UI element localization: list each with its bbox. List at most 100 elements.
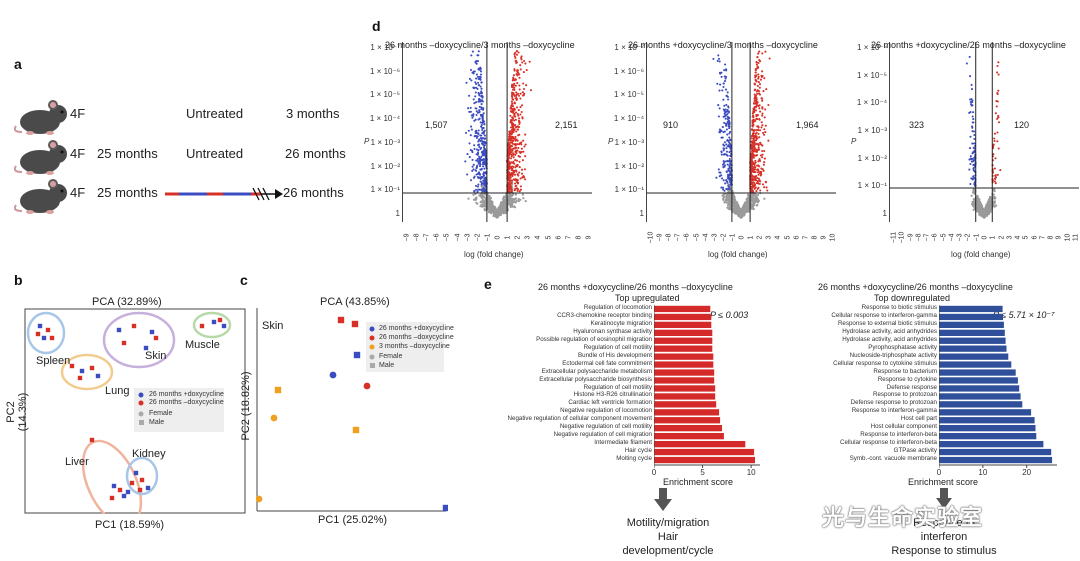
enrichment-term-label: Keratinocyte migration (590, 319, 652, 327)
e-down-title: 26 months +doxycycline/26 months –doxycy… (818, 282, 1013, 292)
enrichment-x-tick: 20 (1022, 468, 1032, 477)
enrichment-term-label: Hydrolase activity, acid anhydrides (842, 327, 937, 335)
enrichment-bar-chart (654, 305, 760, 468)
enrichment-term-label: Regulation of cell motility (583, 383, 652, 391)
volcano-x-tick: 9 (820, 235, 828, 240)
pca-point (256, 495, 263, 503)
volcano-y-tick: 1 × 10⁻¹ (370, 185, 400, 195)
pca-point (95, 373, 101, 379)
enrichment-bar (654, 385, 716, 392)
enrichment-bar (654, 409, 720, 416)
volcano-y-tick: 1 × 10⁻¹ (857, 181, 887, 191)
e-down-subtitle: Top downregulated (874, 293, 951, 303)
volcano-x-tick: 3 (524, 235, 532, 240)
enrichment-bar-chart (939, 305, 1057, 468)
volcano-x-tick: 0 (738, 235, 746, 240)
enrichment-bar (939, 448, 1052, 456)
volcano-x-tick: −5 (443, 233, 451, 242)
enrichment-term-label: Cellular response to interferon-gamma (831, 311, 937, 319)
enrichment-term-label: Negative regulation of cell migration (553, 431, 652, 439)
volcano-y-tick: 1 × 10⁻² (370, 161, 400, 171)
enrichment-bar (939, 441, 1044, 448)
b-legend-dox-minus: 26 months –doxycycline (149, 399, 224, 406)
volcano-x-tick: −9 (656, 233, 664, 242)
label-muscle: Muscle (185, 339, 220, 351)
pca-point (133, 470, 139, 476)
volcano-x-tick: 0 (981, 235, 989, 240)
volcano-x-tick: −2 (964, 233, 972, 242)
enrichment-bar (939, 385, 1020, 392)
panel-b-xlabel: PC1 (18.59%) (95, 519, 165, 531)
enrichment-bar (939, 433, 1037, 440)
volcano-y-tick: 1 (882, 209, 887, 218)
volcano-title: 26 months –doxycycline/3 months –doxycyc… (385, 40, 575, 50)
volcano-up-count: 120 (1014, 120, 1030, 130)
volcano-x-tick: 10 (829, 233, 837, 242)
volcano-y-tick: 1 × 10⁻² (857, 153, 887, 163)
e-up-xlabel: Enrichment score (663, 477, 734, 487)
pca-point (116, 327, 122, 333)
enrichment-term-label: Regulation of cell motility (583, 343, 652, 351)
enrichment-term-label: Symb.-cont. vacuole membrane (849, 455, 937, 463)
e-up-pvalue: P ≤ 0.003 (710, 310, 749, 320)
pca-point (329, 371, 337, 379)
volcano-x-tick: −8 (915, 233, 923, 242)
e-up-arrow-icon (654, 488, 672, 511)
panel-d-label: d (372, 18, 381, 34)
enrichment-bar (939, 329, 1005, 336)
enrichment-bar (654, 313, 712, 321)
pca-point (117, 487, 123, 493)
label-skin: Skin (145, 350, 167, 362)
pca-point (351, 320, 359, 328)
enrichment-term-label: Response to interferon-gamma (851, 407, 937, 415)
enrichment-term-label: Response to protozoan (873, 391, 937, 399)
volcano-x-tick: −6 (931, 233, 939, 242)
pca-point (121, 493, 127, 499)
panel-b-pca (24, 308, 246, 514)
pca-point (270, 414, 278, 422)
pca-point (77, 375, 83, 381)
a-row-genotype: 4F (70, 106, 86, 121)
e-up-summary: Motility/migration Hair development/cycl… (618, 516, 718, 558)
pca-point (131, 323, 137, 329)
volcano-x-tick: 2 (514, 235, 522, 240)
volcano-x-tick: 7 (802, 235, 810, 240)
c-legend-dox-plus: 26 months +doxycycline (379, 325, 454, 332)
volcano-y-tick: 1 (639, 209, 644, 218)
enrichment-term-label: Response to external biotic stimulus (837, 319, 937, 327)
volcano-x-tick: −7 (674, 233, 682, 242)
volcano-y-tick: 1 × 10⁻⁷ (370, 43, 400, 52)
enrichment-bar (939, 456, 1053, 464)
pca-point (49, 335, 55, 341)
panel-c-tissue: Skin (262, 320, 284, 332)
volcano-x-tick: −1 (973, 233, 981, 242)
volcano-ylabel: P (608, 137, 614, 146)
pca-point (111, 483, 117, 489)
volcano-x-tick: 7 (1039, 235, 1047, 240)
enrichment-bar (939, 369, 1016, 376)
a-row-treatment: Untreated (186, 146, 244, 161)
volcano-x-tick: −4 (702, 233, 710, 242)
volcano-x-tick: 5 (784, 235, 791, 240)
volcano-y-tick: 1 × 10⁻³ (370, 137, 400, 147)
enrichment-term-label: Defense response to protozoan (850, 399, 937, 407)
volcano-y-tick: 1 × 10⁻⁴ (856, 98, 887, 108)
e-up-title: 26 months +doxycycline/26 months –doxycy… (538, 282, 733, 292)
volcano-y-tick: 1 × 10⁻¹ (614, 185, 644, 195)
a-row-end-age: 26 months (283, 185, 344, 200)
liver-hull (81, 439, 143, 514)
volcano-x-tick: −2 (720, 233, 728, 242)
volcano-title: 26 months +doxycycline/3 months –doxycyc… (628, 40, 818, 50)
pca-point (274, 386, 282, 394)
pca-point (217, 317, 223, 323)
pca-point (153, 335, 159, 341)
e-down-summary-1: Response to interferon (913, 517, 975, 543)
pca-point (211, 319, 217, 325)
enrichment-bar (654, 305, 711, 313)
enrichment-bar (939, 305, 1003, 313)
enrichment-bar (654, 393, 716, 400)
mouse-icon (14, 100, 67, 135)
volcano-x-tick: 8 (1047, 235, 1055, 240)
enrichment-term-label: Possible regulation of eosinophil migrat… (536, 335, 652, 343)
enrichment-bar (939, 401, 1023, 408)
